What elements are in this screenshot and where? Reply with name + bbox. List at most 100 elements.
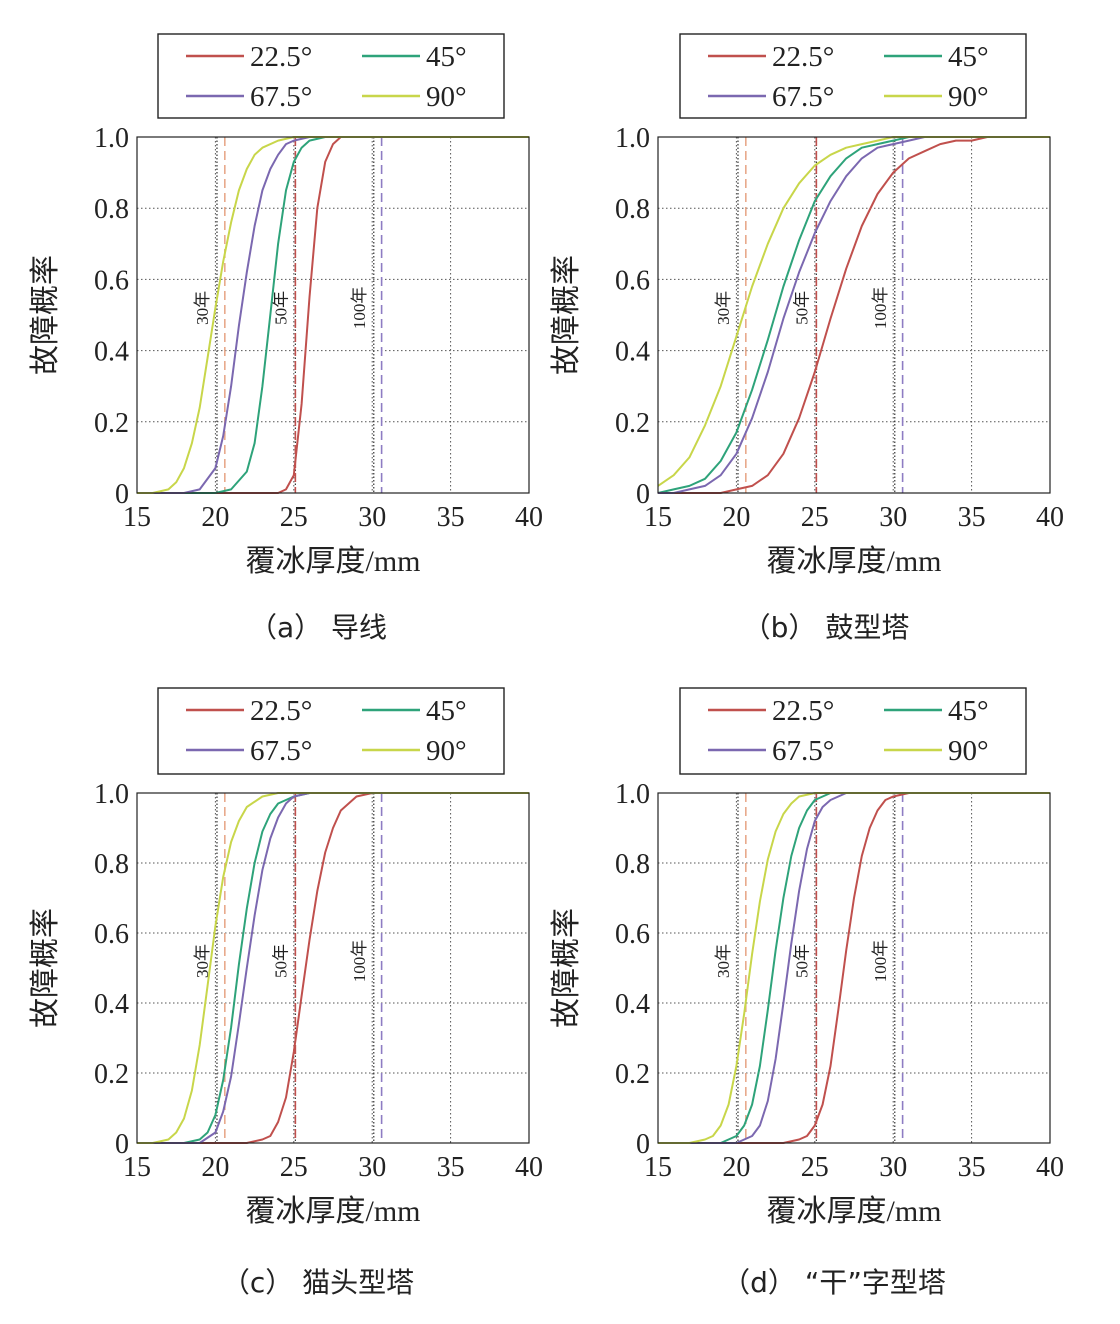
legend-label: 22.5° bbox=[250, 695, 312, 727]
panel-caption: （b） 鼓型塔 bbox=[743, 611, 910, 644]
legend-box bbox=[679, 687, 1027, 775]
plot-area bbox=[658, 137, 1050, 493]
axes-frame bbox=[657, 136, 1051, 494]
y-tick-label: 0.6 bbox=[615, 919, 650, 950]
x-tick-label: 25 bbox=[280, 1152, 308, 1183]
x-tick-label: 15 bbox=[644, 502, 672, 533]
y-tick-label: 1.0 bbox=[615, 123, 650, 154]
y-tick-label: 1.0 bbox=[94, 779, 129, 810]
legend-label: 67.5° bbox=[250, 735, 312, 767]
panel-caption: （a） 导线 bbox=[249, 611, 387, 644]
y-tick-label: 0.6 bbox=[94, 919, 129, 950]
return-period-label: 50年 bbox=[792, 944, 811, 978]
legend-label: 67.5° bbox=[772, 735, 834, 767]
y-tick-label: 0.4 bbox=[615, 989, 650, 1020]
y-tick-label: 0.4 bbox=[94, 337, 129, 368]
x-tick-label: 20 bbox=[201, 1152, 229, 1183]
x-axis-label: 覆冰厚度/mm bbox=[245, 545, 420, 578]
legend-box bbox=[157, 687, 505, 775]
legend-label: 45° bbox=[426, 41, 467, 73]
chart-panel-b: 30年 50年 100年 15 20 25 30 35 40 0 0.2 0.4 0.6 0.8 1.0 覆冰… bbox=[550, 33, 1064, 644]
legend-label: 22.5° bbox=[772, 695, 834, 727]
legend-label: 45° bbox=[948, 695, 989, 727]
legend-label: 90° bbox=[426, 81, 467, 113]
return-period-label: 100年 bbox=[350, 287, 369, 330]
legend-label: 22.5° bbox=[250, 41, 312, 73]
x-tick-label: 35 bbox=[958, 502, 986, 533]
plot-area bbox=[658, 793, 1050, 1143]
return-period-label: 100年 bbox=[871, 940, 890, 983]
chart-panel-a: 30年 50年 100年 15 20 25 30 35 40 0 0.2 0.4 0.6 0.8 1.0 覆冰… bbox=[29, 33, 543, 644]
y-tick-label: 0.8 bbox=[94, 849, 129, 880]
x-tick-label: 20 bbox=[722, 1152, 750, 1183]
x-tick-label: 15 bbox=[123, 502, 151, 533]
y-tick-label: 0 bbox=[636, 1129, 650, 1160]
x-tick-label: 35 bbox=[437, 502, 465, 533]
y-axis-label: 故障概率 bbox=[550, 908, 583, 1028]
return-period-label: 100年 bbox=[871, 287, 890, 330]
legend: 22.5° 45° 67.5° 90° bbox=[679, 33, 1027, 119]
y-tick-label: 0.2 bbox=[615, 408, 650, 439]
legend-box bbox=[157, 33, 505, 119]
x-tick-label: 35 bbox=[958, 1152, 986, 1183]
series-line-1 bbox=[658, 792, 1050, 1144]
return-period-label: 30年 bbox=[714, 944, 733, 978]
x-tick-label: 40 bbox=[515, 502, 543, 533]
return-period-label: 30年 bbox=[714, 291, 733, 325]
axes-frame bbox=[136, 136, 530, 494]
legend-label: 45° bbox=[426, 695, 467, 727]
y-axis-label: 故障概率 bbox=[550, 255, 583, 375]
y-tick-label: 0.8 bbox=[94, 194, 129, 225]
y-tick-label: 0 bbox=[115, 479, 129, 510]
x-tick-label: 35 bbox=[437, 1152, 465, 1183]
y-tick-label: 0.6 bbox=[615, 265, 650, 296]
y-tick-label: 0.2 bbox=[94, 408, 129, 439]
chart-panel-c: 30年 50年 100年 15 20 25 30 35 40 0 0.2 0.4 0.6 0.8 1.0 覆冰… bbox=[29, 687, 543, 1299]
return-period-label: 50年 bbox=[792, 291, 811, 325]
y-axis-label: 故障概率 bbox=[29, 908, 62, 1028]
y-tick-label: 0.8 bbox=[615, 849, 650, 880]
return-period-label: 30年 bbox=[193, 944, 212, 978]
y-tick-label: 0 bbox=[115, 1129, 129, 1160]
chart-panel-d: 30年 50年 100年 15 20 25 30 35 40 0 0.2 0.4 0.6 0.8 1.0 覆冰… bbox=[550, 687, 1064, 1299]
legend-box bbox=[679, 33, 1027, 119]
x-tick-label: 30 bbox=[879, 502, 907, 533]
x-axis-label: 覆冰厚度/mm bbox=[766, 1195, 941, 1228]
return-period-label: 50年 bbox=[271, 944, 290, 978]
axes-frame bbox=[657, 792, 1051, 1144]
x-tick-label: 20 bbox=[722, 502, 750, 533]
y-tick-label: 1.0 bbox=[94, 123, 129, 154]
return-period-label: 50年 bbox=[271, 291, 290, 325]
gridlines bbox=[137, 137, 529, 493]
y-tick-label: 0.4 bbox=[94, 989, 129, 1020]
legend-label: 90° bbox=[948, 81, 989, 113]
y-axis-label: 故障概率 bbox=[29, 255, 62, 375]
legend: 22.5° 45° 67.5° 90° bbox=[679, 687, 1027, 775]
gridlines bbox=[137, 793, 529, 1143]
x-tick-label: 40 bbox=[1036, 502, 1064, 533]
x-tick-label: 40 bbox=[1036, 1152, 1064, 1183]
series-line-1 bbox=[658, 136, 1050, 494]
legend: 22.5° 45° 67.5° 90° bbox=[157, 33, 505, 119]
plot-area bbox=[137, 137, 529, 493]
return-period-label: 100年 bbox=[350, 940, 369, 983]
y-tick-label: 0.8 bbox=[615, 194, 650, 225]
legend-label: 45° bbox=[948, 41, 989, 73]
y-tick-label: 1.0 bbox=[615, 779, 650, 810]
legend-label: 90° bbox=[426, 735, 467, 767]
y-tick-label: 0.2 bbox=[94, 1059, 129, 1090]
x-tick-label: 25 bbox=[801, 502, 829, 533]
y-tick-label: 0.2 bbox=[615, 1059, 650, 1090]
y-tick-label: 0 bbox=[636, 479, 650, 510]
y-tick-label: 0.6 bbox=[94, 265, 129, 296]
x-tick-label: 20 bbox=[201, 502, 229, 533]
y-tick-label: 0.4 bbox=[615, 337, 650, 368]
gridlines bbox=[658, 793, 1050, 1143]
legend: 22.5° 45° 67.5° 90° bbox=[157, 687, 505, 775]
legend-label: 90° bbox=[948, 735, 989, 767]
panel-caption: （d） “干”字型塔 bbox=[722, 1266, 946, 1299]
series-line-3 bbox=[658, 136, 1050, 494]
legend-label: 67.5° bbox=[772, 81, 834, 113]
x-axis-label: 覆冰厚度/mm bbox=[766, 545, 941, 578]
